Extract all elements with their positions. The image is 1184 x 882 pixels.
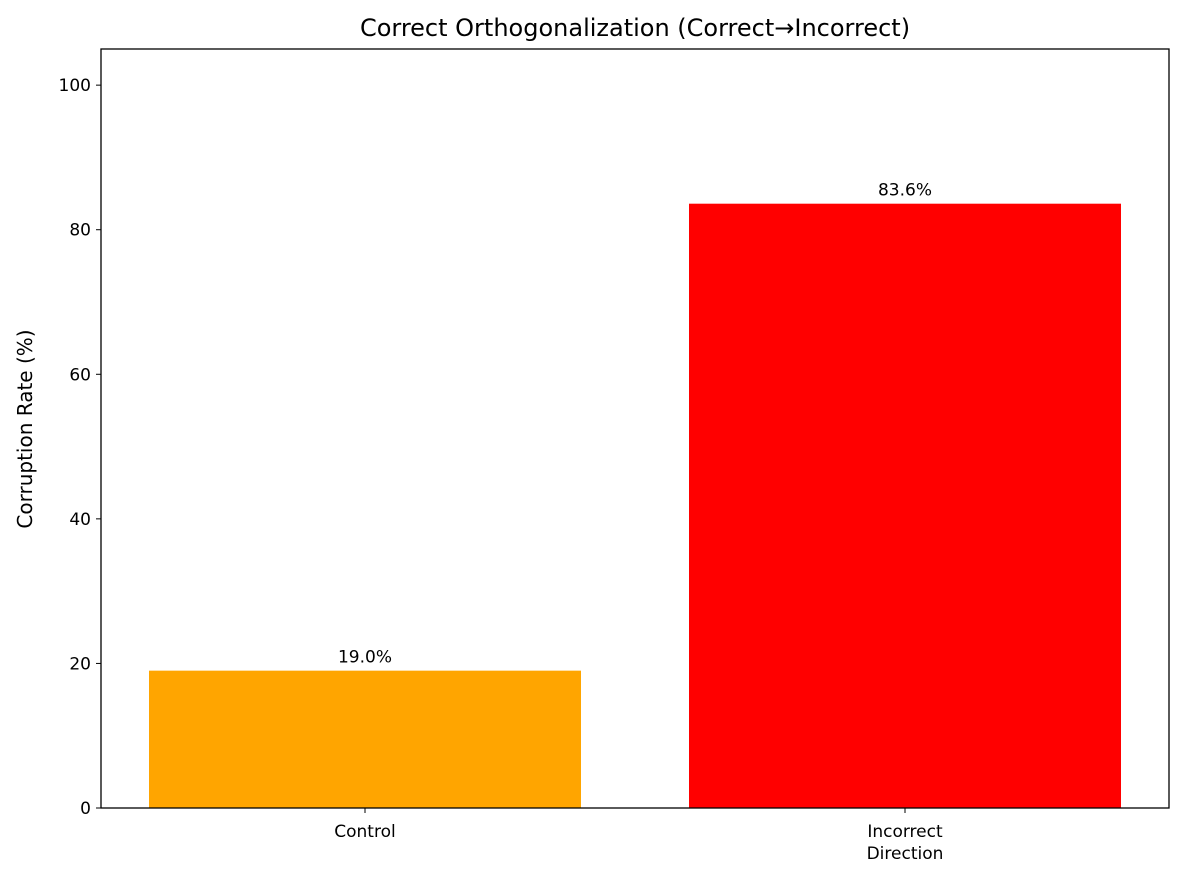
y-tick-label: 40 xyxy=(69,510,91,530)
y-tick-label: 100 xyxy=(59,76,91,96)
bar xyxy=(149,670,581,808)
y-tick-label: 60 xyxy=(69,365,91,385)
chart-title: Correct Orthogonalization (Correct→Incor… xyxy=(360,14,910,42)
bar xyxy=(689,203,1121,809)
value-label: 19.0% xyxy=(338,648,392,668)
x-tick-label: Control xyxy=(334,822,396,842)
y-axis-label: Corruption Rate (%) xyxy=(13,329,37,528)
value-label: 83.6% xyxy=(878,181,932,201)
y-tick-label: 0 xyxy=(80,799,91,819)
y-tick-label: 80 xyxy=(69,221,91,241)
y-tick-label: 20 xyxy=(69,654,91,674)
plot-frame xyxy=(100,48,1170,809)
x-tick-label: Incorrect Direction xyxy=(866,822,944,864)
